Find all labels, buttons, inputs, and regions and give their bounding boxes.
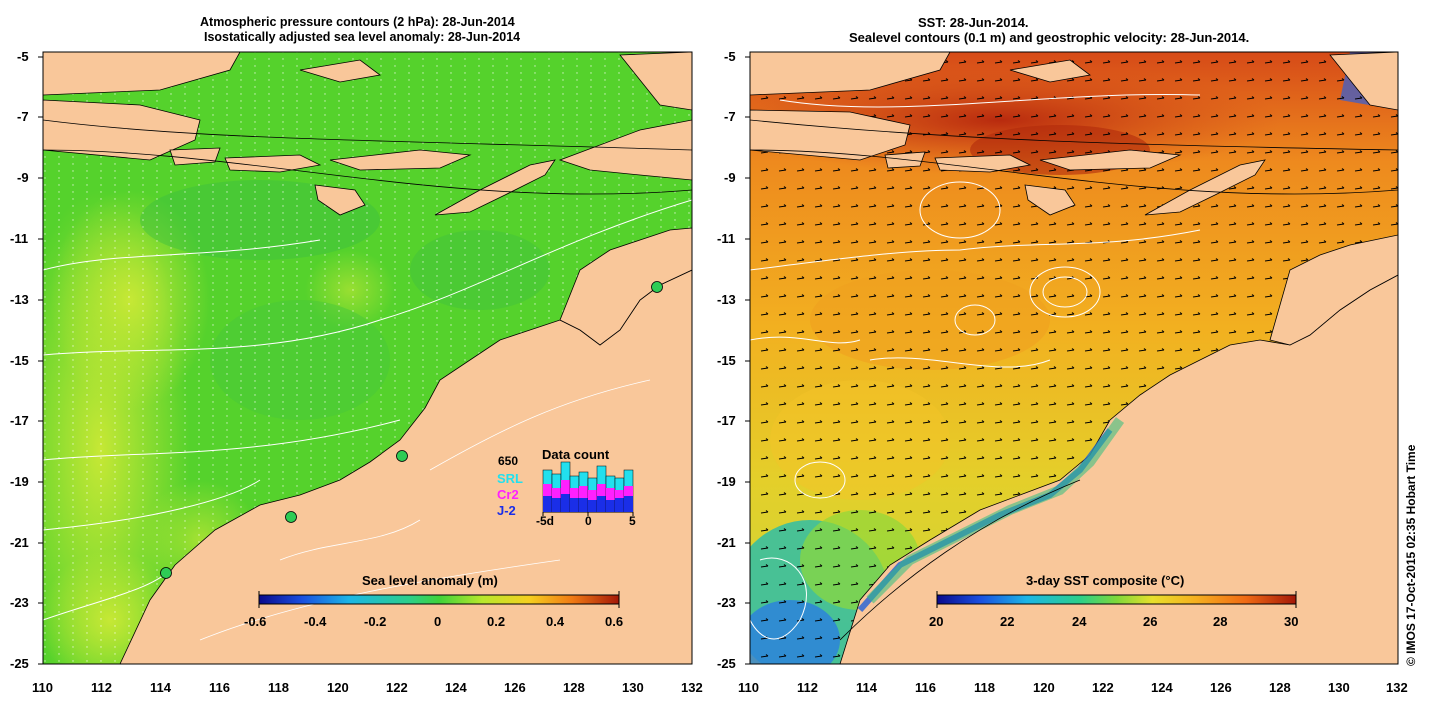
right-title-line2: Sealevel contours (0.1 m) and geostrophi… <box>849 30 1250 45</box>
left-colorbar-label: Sea level anomaly (m) <box>362 573 498 588</box>
y-tick-label: -13 <box>10 292 29 307</box>
left-colorbar-tick: 0.4 <box>546 614 565 629</box>
right-colorbar-tick: 30 <box>1284 614 1299 629</box>
tide-gauge-marker[interactable] <box>651 281 663 293</box>
left-colorbar-tick: 0.2 <box>487 614 506 629</box>
x-tick-label: 128 <box>563 680 585 695</box>
tide-gauge-marker[interactable] <box>285 511 297 523</box>
data-count-total: 650 <box>498 454 519 468</box>
y-tick-label: -7 <box>17 109 29 124</box>
left-coast-upper <box>559 227 692 346</box>
x-tick-label: 124 <box>1151 680 1173 695</box>
right-colorbar-tick: 24 <box>1072 614 1087 629</box>
left-title-line2: Isostatically adjusted sea level anomaly… <box>204 30 521 44</box>
left-map-area <box>43 52 692 664</box>
y-tick-label: -19 <box>717 474 736 489</box>
copyright-notice: © IMOS 17-Oct-2015 02:35 Hobart Time <box>1404 444 1418 666</box>
data-count-title: Data count <box>542 447 610 462</box>
x-tick-label: 132 <box>1386 680 1408 695</box>
y-tick-label: -21 <box>717 535 736 550</box>
y-tick-label: -9 <box>17 170 29 185</box>
left-colorbar-tick: -0.4 <box>304 614 327 629</box>
left-colorbar <box>258 591 620 608</box>
data-count-xtick: -5d <box>536 514 554 528</box>
x-tick-label: 122 <box>386 680 408 695</box>
tide-gauge-marker[interactable] <box>396 450 408 462</box>
y-tick-label: -5 <box>724 49 736 64</box>
left-colorbar-tick: -0.6 <box>244 614 267 629</box>
x-tick-label: 118 <box>974 680 995 695</box>
x-tick-label: 110 <box>32 680 53 695</box>
right-colorbar-tick: 26 <box>1143 614 1158 629</box>
x-tick-label: 116 <box>915 680 936 695</box>
y-tick-label: -15 <box>717 353 736 368</box>
right-colorbar-tick: 20 <box>929 614 944 629</box>
x-tick-label: 130 <box>1328 680 1350 695</box>
y-tick-label: -21 <box>10 535 29 550</box>
right-map-area <box>750 52 1398 664</box>
y-tick-label: -11 <box>10 231 29 246</box>
y-tick-label: -7 <box>724 109 736 124</box>
x-tick-label: 114 <box>856 680 877 695</box>
y-tick-label: -23 <box>10 595 29 610</box>
y-tick-label: -25 <box>10 656 29 671</box>
left-colorbar-tick: 0.6 <box>605 614 624 629</box>
right-colorbar-tick: 22 <box>1000 614 1015 629</box>
y-tick-label: -15 <box>10 353 29 368</box>
left-title-line1: Atmospheric pressure contours (2 hPa): 2… <box>200 15 515 29</box>
x-tick-label: 112 <box>91 680 112 695</box>
left-colorbar-tick: -0.2 <box>364 614 387 629</box>
y-tick-label: -23 <box>717 595 736 610</box>
y-tick-label: -17 <box>10 413 29 428</box>
data-count-histogram <box>542 461 634 516</box>
x-tick-label: 110 <box>738 680 759 695</box>
x-tick-label: 118 <box>268 680 289 695</box>
mission-cr2: Cr2 <box>497 487 519 502</box>
mission-srl: SRL <box>497 471 523 486</box>
y-tick-label: -19 <box>10 474 29 489</box>
x-tick-label: 126 <box>1210 680 1232 695</box>
x-tick-label: 130 <box>622 680 644 695</box>
data-count-xtick: 5 <box>629 514 636 528</box>
y-tick-label: -25 <box>717 656 736 671</box>
mission-j2: J-2 <box>497 503 516 518</box>
x-tick-label: 128 <box>1269 680 1291 695</box>
right-colorbar-label: 3-day SST composite (°C) <box>1026 573 1185 588</box>
y-tick-label: -13 <box>717 292 736 307</box>
x-tick-label: 112 <box>797 680 818 695</box>
x-tick-label: 126 <box>504 680 526 695</box>
left-java-island <box>43 52 241 96</box>
data-count-xtick: 0 <box>585 514 592 528</box>
left-timor-island <box>434 159 556 216</box>
x-tick-label: 114 <box>150 680 171 695</box>
y-tick-label: -17 <box>717 413 736 428</box>
right-timor-island <box>1144 159 1266 216</box>
x-tick-label: 132 <box>681 680 703 695</box>
tide-gauge-marker[interactable] <box>160 567 172 579</box>
left-colorbar-tick: 0 <box>434 614 442 629</box>
y-tick-label: -9 <box>724 170 736 185</box>
right-colorbar <box>936 591 1297 608</box>
y-tick-label: -5 <box>17 49 29 64</box>
x-tick-label: 116 <box>209 680 230 695</box>
right-colorbar-tick: 28 <box>1213 614 1228 629</box>
x-tick-label: 122 <box>1092 680 1114 695</box>
y-tick-label: -11 <box>717 231 736 246</box>
right-title-line1: SST: 28-Jun-2014. <box>918 15 1029 30</box>
x-tick-label: 120 <box>327 680 349 695</box>
x-tick-label: 120 <box>1033 680 1055 695</box>
x-tick-label: 124 <box>445 680 467 695</box>
